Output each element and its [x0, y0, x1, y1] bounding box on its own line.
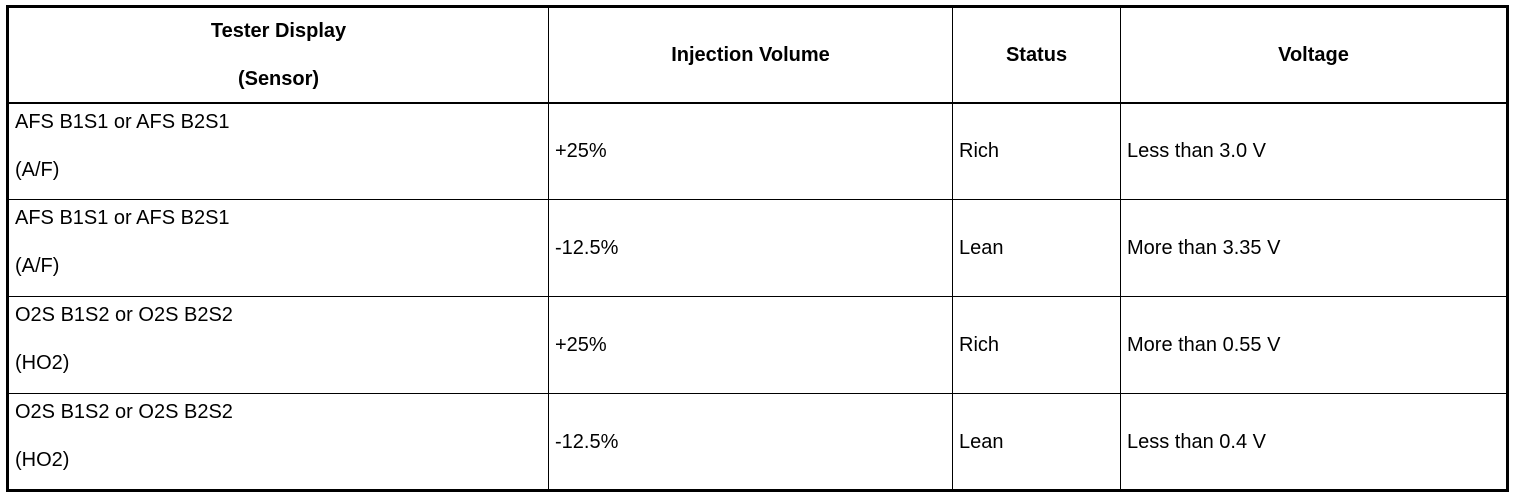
header-tester-display: Tester Display (Sensor) [7, 6, 549, 104]
header-voltage: Voltage [1120, 6, 1508, 104]
header-sensor-label: (Sensor) [237, 67, 320, 90]
sensor-type: (HO2) [15, 352, 70, 374]
sensor-test-table: Tester Display (Sensor) Injection Volume… [6, 5, 1509, 492]
sensor-type: (A/F) [15, 255, 60, 277]
header-tester-display-label: Tester Display [210, 19, 347, 42]
header-status: Status [952, 6, 1121, 104]
table-row: O2S B1S2 or O2S B2S2 (HO2) +25% Rich Mor… [7, 296, 1508, 394]
cell-sensor: AFS B1S1 or AFS B2S1 (A/F) [7, 199, 549, 297]
table-row: AFS B1S1 or AFS B2S1 (A/F) -12.5% Lean M… [7, 199, 1508, 297]
cell-injection-volume: +25% [548, 296, 953, 394]
cell-injection-volume: -12.5% [548, 393, 953, 491]
cell-status: Lean [952, 199, 1121, 297]
table-row: O2S B1S2 or O2S B2S2 (HO2) -12.5% Lean L… [7, 393, 1508, 491]
header-injection-volume: Injection Volume [548, 6, 953, 104]
cell-voltage: Less than 3.0 V [1120, 102, 1508, 200]
sensor-name: O2S B1S2 or O2S B2S2 [15, 304, 233, 326]
spec-table-container: Tester Display (Sensor) Injection Volume… [6, 5, 1509, 492]
cell-injection-volume: +25% [548, 102, 953, 200]
sensor-name: AFS B1S1 or AFS B2S1 [15, 207, 230, 229]
cell-status: Rich [952, 296, 1121, 394]
cell-status: Rich [952, 102, 1121, 200]
sensor-type: (HO2) [15, 449, 70, 471]
cell-voltage: More than 3.35 V [1120, 199, 1508, 297]
cell-sensor: AFS B1S1 or AFS B2S1 (A/F) [7, 102, 549, 200]
cell-voltage: More than 0.55 V [1120, 296, 1508, 394]
cell-status: Lean [952, 393, 1121, 491]
table-row: AFS B1S1 or AFS B2S1 (A/F) +25% Rich Les… [7, 102, 1508, 200]
sensor-name: AFS B1S1 or AFS B2S1 [15, 110, 230, 133]
cell-sensor: O2S B1S2 or O2S B2S2 (HO2) [7, 296, 549, 394]
sensor-name: O2S B1S2 or O2S B2S2 [15, 401, 233, 423]
sensor-type: (A/F) [15, 158, 60, 181]
table-header-row: Tester Display (Sensor) Injection Volume… [7, 6, 1508, 104]
cell-injection-volume: -12.5% [548, 199, 953, 297]
cell-sensor: O2S B1S2 or O2S B2S2 (HO2) [7, 393, 549, 491]
cell-voltage: Less than 0.4 V [1120, 393, 1508, 491]
